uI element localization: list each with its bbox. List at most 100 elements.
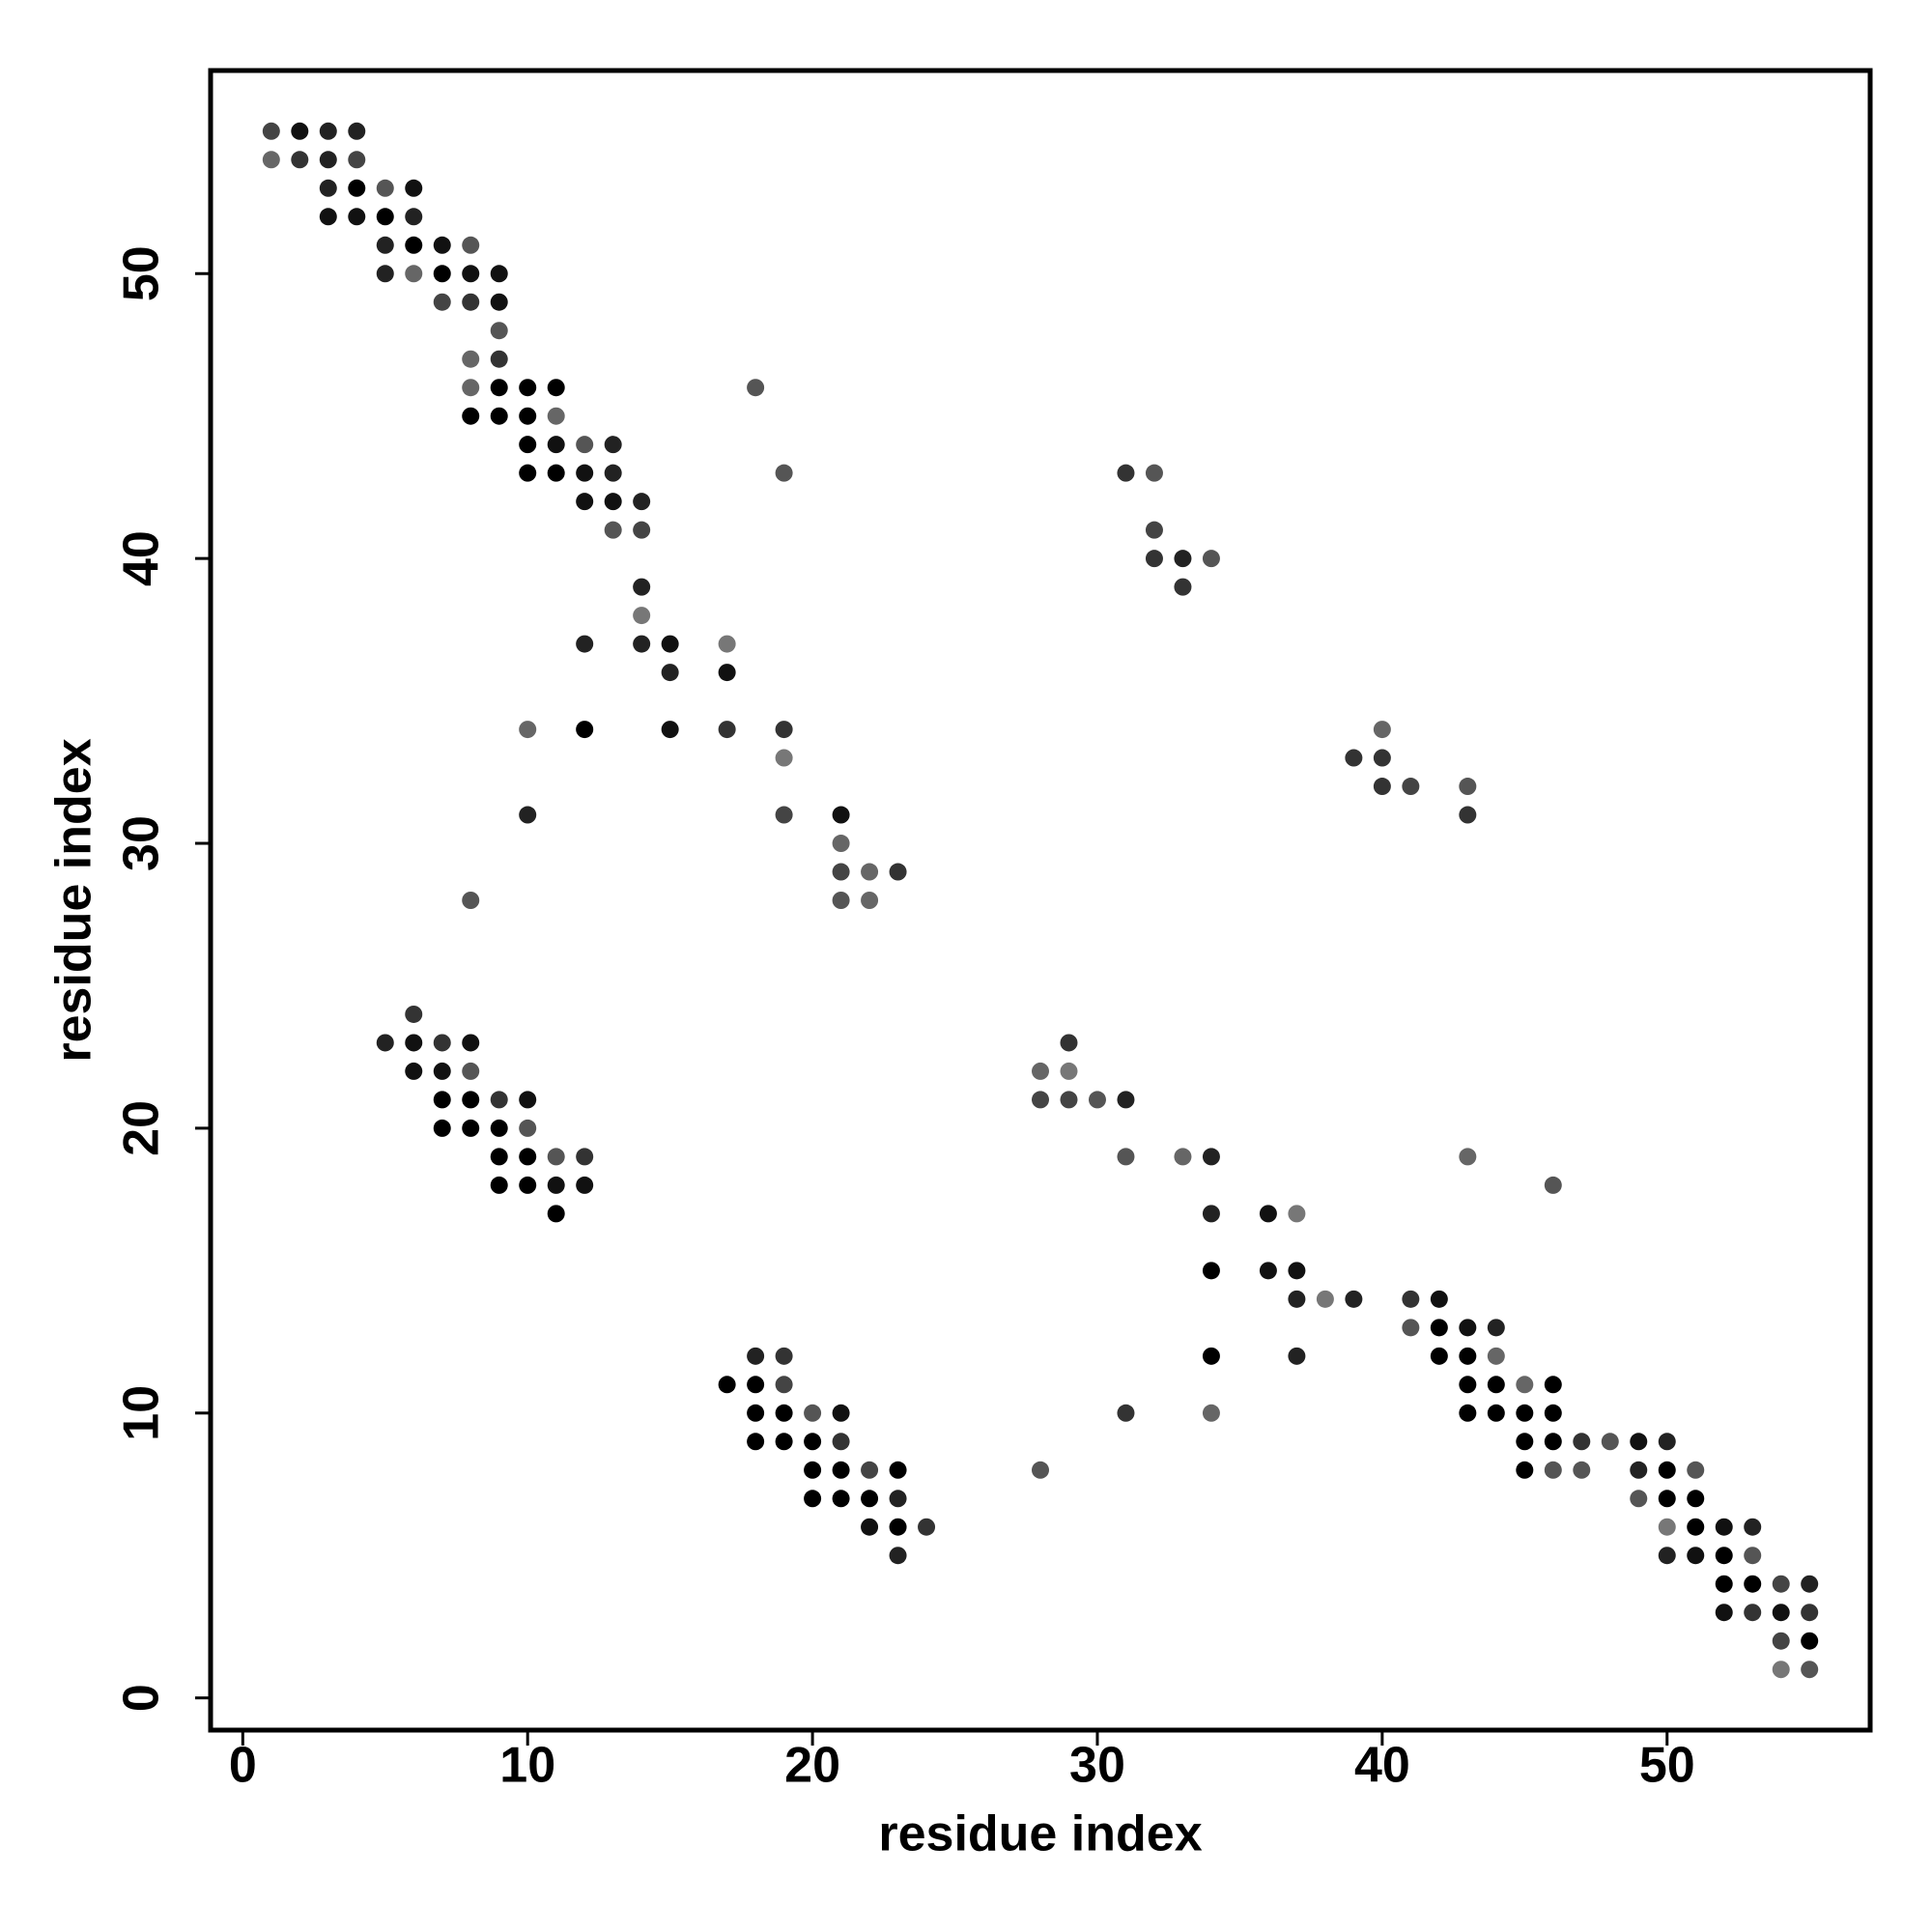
point [433,265,451,283]
point [462,293,480,311]
point [775,464,793,482]
point [747,1433,765,1451]
point [1630,1433,1648,1451]
point [1202,550,1220,568]
point [490,379,508,397]
point [1516,1461,1534,1479]
point [348,151,366,169]
point [1373,749,1391,767]
point [1032,1461,1049,1479]
point [1174,1148,1192,1166]
point [1744,1518,1762,1536]
point [1316,1290,1334,1308]
y-tick-label: 40 [114,530,170,586]
point [490,265,508,283]
point [1288,1290,1306,1308]
point [861,1518,879,1536]
point [519,1176,537,1194]
point [1744,1575,1762,1593]
point [1772,1575,1790,1593]
point [519,1091,537,1109]
point [1544,1433,1562,1451]
point [1459,806,1477,824]
point [804,1490,822,1508]
point [832,1433,850,1451]
point [433,1091,451,1109]
point [832,863,850,881]
point [1402,1319,1420,1337]
point [775,1433,793,1451]
point [1687,1547,1705,1565]
point [262,151,280,169]
point [1459,1347,1477,1365]
point [775,1347,793,1365]
point [576,635,594,653]
point [490,407,508,425]
point [405,208,423,226]
point [462,407,480,425]
point [1516,1376,1534,1394]
point [604,436,622,454]
point [519,436,537,454]
point [433,1119,451,1137]
point [576,493,594,511]
point [376,236,394,254]
point [405,1034,423,1052]
point [462,892,480,909]
point [633,521,651,539]
point [462,265,480,283]
point [633,493,651,511]
point [462,236,480,254]
point [576,464,594,482]
point [1715,1604,1733,1622]
point [889,863,907,881]
point [1801,1661,1819,1679]
point [319,151,337,169]
point [661,664,679,682]
point [1373,721,1391,739]
point [462,1091,480,1109]
point [804,1461,822,1479]
point [1459,1376,1477,1394]
point [490,1176,508,1194]
point [462,350,480,368]
point [1202,1404,1220,1422]
point [405,1062,423,1080]
point [1544,1376,1562,1394]
point [1174,578,1192,596]
point [1658,1518,1676,1536]
point [376,1034,394,1052]
point [775,1376,793,1394]
point [462,1062,480,1080]
point [1544,1404,1562,1422]
point [832,1404,850,1422]
point [1687,1461,1705,1479]
point [433,293,451,311]
point [832,1461,850,1479]
point [490,1148,508,1166]
point [462,1034,480,1052]
x-tick-label: 20 [784,1738,840,1794]
point [1544,1176,1562,1194]
point [861,863,879,881]
point [1430,1347,1448,1365]
point [1430,1290,1448,1308]
point [1630,1461,1648,1479]
point [1259,1262,1277,1280]
point [519,806,537,824]
point [576,1176,594,1194]
point [747,1376,765,1394]
point [262,122,280,140]
point [291,151,309,169]
point [519,1148,537,1166]
point [747,1347,765,1365]
point [1801,1632,1819,1650]
x-tick-label: 10 [499,1738,555,1794]
x-axis-label: residue index [878,1806,1202,1862]
point [519,379,537,397]
point [376,208,394,226]
point [1772,1604,1790,1622]
point [661,635,679,653]
point [775,749,793,767]
point [1801,1575,1819,1593]
